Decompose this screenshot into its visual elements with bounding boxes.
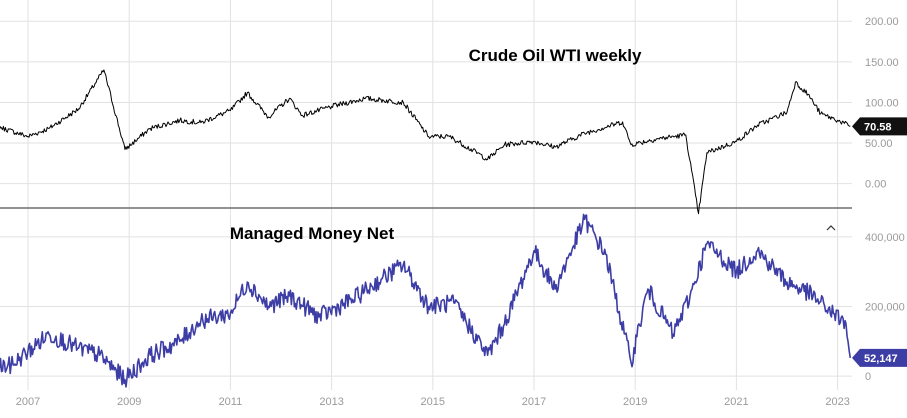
- y-tick-label: 0.00: [865, 179, 886, 191]
- y-tick-label: 150.00: [865, 57, 899, 69]
- y-tick-label: 100.00: [865, 97, 899, 109]
- oil-price-line: [0, 69, 851, 215]
- y-tick-label: 0: [865, 371, 871, 383]
- title-oil: Crude Oil WTI weekly: [469, 46, 642, 65]
- x-tick-label: 2009: [117, 396, 141, 408]
- x-tick-label: 2019: [623, 396, 647, 408]
- grid: [0, 0, 852, 390]
- x-tick-label: 2021: [724, 396, 748, 408]
- managed-money-line: [0, 213, 852, 388]
- managed-money-badge: [852, 348, 907, 367]
- x-tick-label: 2007: [16, 396, 40, 408]
- title-managed-money: Managed Money Net: [230, 224, 395, 243]
- oil-price-badge: [852, 117, 907, 136]
- x-tick-label: 2013: [319, 396, 343, 408]
- oil-price-badge-label: 70.58: [864, 121, 892, 133]
- chevron-up-icon[interactable]: [826, 225, 836, 231]
- y-tick-label: 200,000: [865, 301, 905, 313]
- axis-layer: 2007 2009 2011 2013 2015 2017 2019 2021 2023 200.…: [16, 16, 907, 408]
- managed-money-badge-label: 52,147: [864, 353, 898, 365]
- x-tick-label: 2023: [825, 396, 849, 408]
- series-layer: [0, 69, 852, 388]
- x-tick-label: 2017: [522, 396, 546, 408]
- x-tick-label: 2011: [219, 396, 243, 408]
- y-tick-label: 400,000: [865, 232, 905, 244]
- x-tick-label: 2015: [421, 396, 445, 408]
- y-tick-label: 200.00: [865, 16, 899, 28]
- y-tick-label: 50.00: [865, 138, 893, 150]
